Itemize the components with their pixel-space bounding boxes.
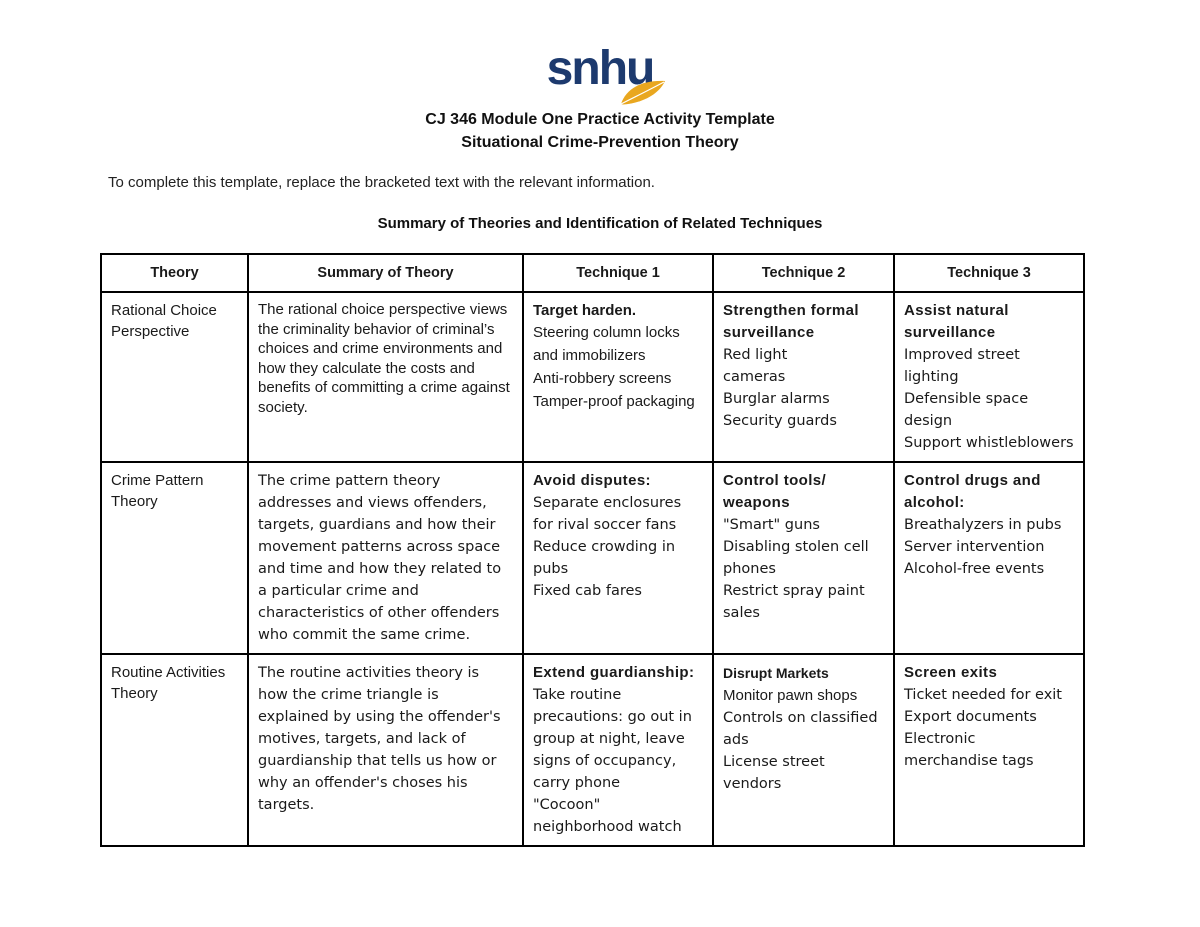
col-header-technique1: Technique 1 — [522, 253, 714, 293]
technique-cell: Target harden. Steering column locks and… — [522, 291, 714, 463]
technique-heading: Assist natural surveillance — [904, 302, 1009, 341]
technique-item: Separate enclosures for rival soccer fan… — [533, 495, 682, 533]
table-row: Routine Activities Theory The routine ac… — [100, 653, 1085, 847]
technique-heading: Disrupt Markets — [723, 665, 829, 681]
header-row: Theory Summary of Theory Technique 1 Tec… — [100, 253, 1085, 293]
theories-table: Theory Summary of Theory Technique 1 Tec… — [100, 253, 1085, 847]
technique-item: Fixed cab fares — [533, 583, 642, 599]
theory-cell: Rational Choice Perspective — [100, 291, 249, 463]
technique-heading: Target harden. — [533, 302, 637, 319]
technique-item: Server intervention — [904, 539, 1045, 555]
technique-heading: Control drugs and alcohol: — [904, 472, 1041, 511]
technique-heading: Extend guardianship: — [533, 664, 695, 681]
col-header-technique3: Technique 3 — [893, 253, 1085, 293]
summary-cell: The crime pattern theory addresses and v… — [247, 461, 524, 655]
technique-item: Steering column locks and immobilizers — [533, 324, 680, 364]
technique-cell: Control tools/ weapons "Smart" guns Disa… — [712, 461, 895, 655]
technique-heading: Avoid disputes: — [533, 472, 651, 489]
technique-item: Take routine precautions: go out in grou… — [533, 687, 692, 791]
technique-item: Restrict spray paint sales — [723, 583, 865, 621]
theory-cell: Crime Pattern Theory — [100, 461, 249, 655]
document-title: CJ 346 Module One Practice Activity Temp… — [0, 108, 1200, 154]
technique-cell: Control drugs and alcohol: Breathalyzers… — [893, 461, 1085, 655]
technique-item: "Smart" guns — [723, 517, 820, 533]
technique-cell: Extend guardianship: Take routine precau… — [522, 653, 714, 847]
intro-paragraph: To complete this template, replace the b… — [108, 174, 655, 191]
technique-item: Improved street lighting — [904, 347, 1020, 385]
technique-item: Security guards — [723, 413, 837, 429]
title-line-2: Situational Crime-Prevention Theory — [461, 134, 739, 151]
table-caption: Summary of Theories and Identification o… — [377, 215, 823, 232]
technique-heading: Screen exits — [904, 664, 998, 681]
technique-item: Reduce crowding in pubs — [533, 539, 676, 577]
technique-cell: Disrupt Markets Monitor pawn shops Contr… — [712, 653, 895, 847]
summary-cell: The routine activities theory is how the… — [247, 653, 524, 847]
snhu-logo-text: snhu — [546, 42, 656, 95]
technique-item: Monitor pawn shops — [723, 687, 858, 704]
technique-cell: Screen exits Ticket needed for exit Expo… — [893, 653, 1085, 847]
technique-item: "Cocoon" neighborhood watch — [533, 797, 682, 835]
col-header-technique2: Technique 2 — [712, 253, 895, 293]
technique-item: Support whistleblowers — [904, 435, 1074, 451]
technique-item: License street vendors — [723, 754, 825, 792]
technique-item: Anti-robbery screens — [533, 370, 672, 387]
snhu-logo: snhu — [0, 42, 1200, 105]
col-header-summary: Summary of Theory — [247, 253, 524, 293]
summary-cell: The rational choice perspective views th… — [247, 291, 524, 463]
technique-item: Red light cameras — [723, 347, 788, 385]
technique-item: Ticket needed for exit — [904, 687, 1062, 703]
technique-heading: Control tools/ weapons — [723, 472, 827, 511]
table-row: Crime Pattern Theory The crime pattern t… — [100, 461, 1085, 655]
theory-cell: Routine Activities Theory — [100, 653, 249, 847]
technique-cell: Assist natural surveillance Improved str… — [893, 291, 1085, 463]
technique-item: Defensible space design — [904, 391, 1029, 429]
technique-item: Export documents — [904, 709, 1037, 725]
technique-item: Electronic merchandise tags — [904, 731, 1034, 769]
table-row: Rational Choice Perspective The rational… — [100, 291, 1085, 463]
technique-cell: Strengthen formal surveillance Red light… — [712, 291, 895, 463]
technique-item: Controls on classified ads — [723, 710, 878, 748]
leaf-icon — [619, 69, 667, 115]
technique-item: Tamper-proof packaging — [533, 393, 695, 410]
technique-item: Burglar alarms — [723, 391, 830, 407]
technique-item: Breathalyzers in pubs — [904, 517, 1062, 533]
col-header-theory: Theory — [100, 253, 249, 293]
technique-item: Disabling stolen cell phones — [723, 539, 869, 577]
title-line-1: CJ 346 Module One Practice Activity Temp… — [425, 111, 775, 128]
technique-cell: Avoid disputes: Separate enclosures for … — [522, 461, 714, 655]
technique-item: Alcohol-free events — [904, 561, 1045, 577]
technique-heading: Strengthen formal surveillance — [723, 302, 859, 341]
